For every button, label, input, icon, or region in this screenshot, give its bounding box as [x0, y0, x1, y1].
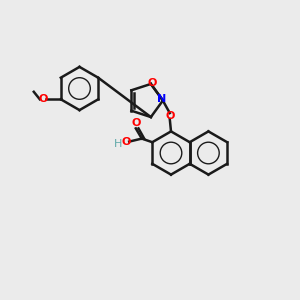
Text: O: O: [122, 136, 131, 147]
Text: O: O: [38, 94, 48, 104]
Text: O: O: [166, 111, 175, 121]
Text: H: H: [114, 139, 122, 149]
Text: N: N: [158, 94, 166, 104]
Text: O: O: [148, 78, 157, 88]
Text: O: O: [132, 118, 141, 128]
